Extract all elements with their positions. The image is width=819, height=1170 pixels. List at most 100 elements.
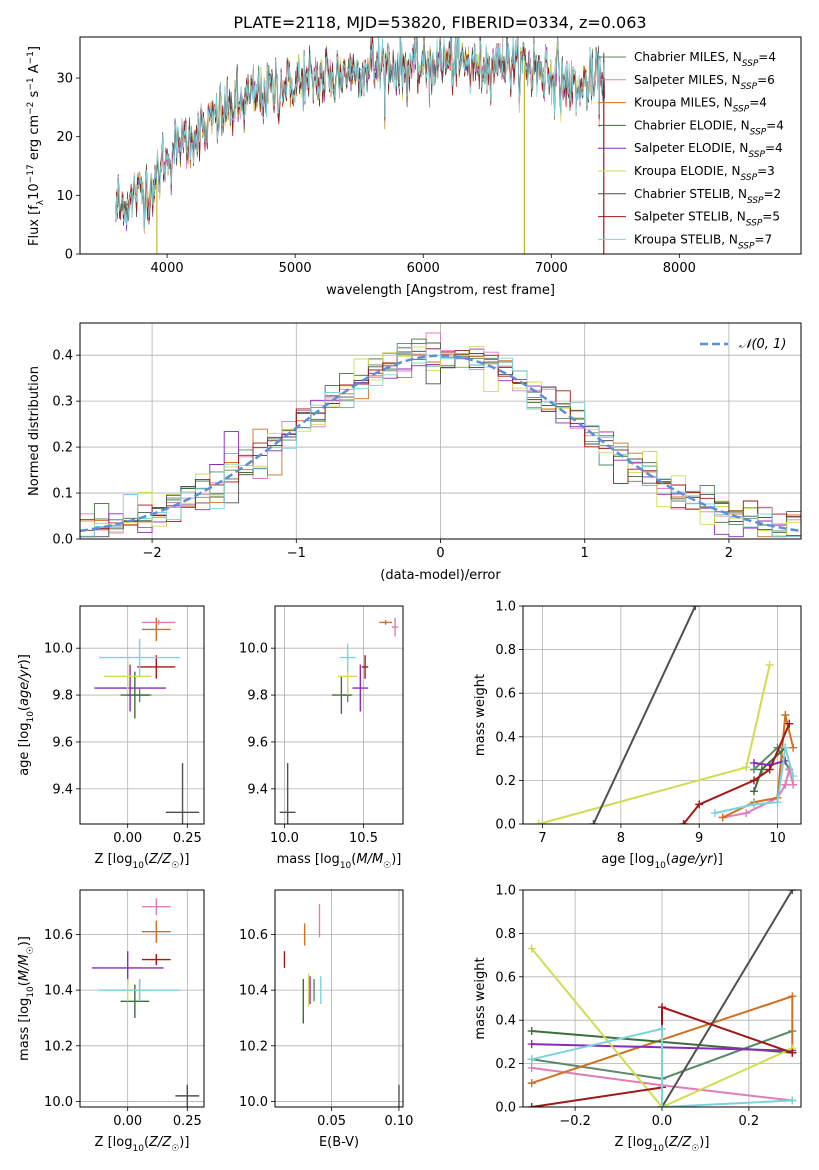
x-tick-label: 0.00	[113, 831, 142, 846]
y-tick-label: 10.6	[44, 928, 73, 943]
weight-marker	[789, 743, 798, 752]
weight-marker	[757, 765, 766, 774]
y-axis-label: Flux [fλ10−17 erg cm−2 s−1 A−1]	[26, 46, 46, 246]
x-tick-label: 10	[769, 831, 786, 846]
axes-frame	[522, 889, 802, 1108]
y-tick-label: 9.4	[247, 782, 268, 797]
x-tick-label: 8	[617, 831, 625, 846]
x-tick-label: 9	[695, 831, 703, 846]
y-tick-label: 10.6	[239, 928, 268, 943]
errorbar-point	[142, 898, 171, 916]
weight-marker	[781, 743, 790, 752]
panel-5: 7 8 9 10 0.0 0.2 0.4 0.6 0.8 1.0 age [log10(age/yr…	[473, 600, 802, 871]
y-tick-label: 0.1	[52, 487, 73, 502]
legend-label: Salpeter ELODIE, NSSP=4	[634, 141, 783, 160]
spectrum-line-9	[115, 37, 605, 228]
errorbar-point	[142, 617, 171, 642]
legend-label: Kroupa MILES, NSSP=4	[634, 96, 767, 115]
y-tick-label: 9.6	[247, 735, 268, 750]
panel-6: 0.00 0.25 10.0 10.2 10.4 10.6 Z [log10(Z/Z☉)] m…	[17, 889, 205, 1154]
axes-frame	[522, 605, 802, 825]
weight-line-6	[530, 947, 793, 1107]
y-tick-label: 0.2	[495, 774, 516, 789]
x-axis-label: E(B-V)	[319, 1135, 359, 1150]
y-tick-label: 9.4	[52, 782, 73, 797]
legend-label: 𝒩(0, 1)	[739, 337, 786, 352]
errorbar-point	[279, 763, 296, 824]
plot-area	[80, 606, 204, 824]
weight-marker	[527, 1079, 536, 1088]
axes-frame	[79, 322, 802, 540]
errorbar-point	[175, 1084, 200, 1107]
weight-marker	[527, 944, 536, 953]
legend-label: Salpeter STELIB, NSSP=5	[634, 210, 780, 229]
y-tick-label: 10.0	[239, 1095, 268, 1110]
x-tick-label: 2	[725, 546, 733, 561]
errorbar-point	[120, 671, 150, 719]
y-tick-label: 1.0	[495, 600, 516, 615]
plot-area	[80, 890, 204, 1107]
errorbar-point	[142, 953, 171, 966]
weight-marker	[679, 820, 688, 824]
y-tick-label: 10	[56, 189, 73, 204]
y-tick-label: 0.0	[495, 818, 516, 833]
y-axis-label: mass [log10(M/M☉)]	[17, 936, 36, 1061]
spectrum-legend: Chabrier MILES, NSSP=4 Salpeter MILES, NS…	[598, 50, 784, 251]
x-axis-label: wavelength [Angstrom, rest frame]	[326, 283, 555, 298]
weight-marker	[788, 890, 797, 894]
y-tick-label: 10.2	[44, 1039, 73, 1054]
x-tick-label: 0.25	[173, 1114, 202, 1129]
axes-frame	[274, 889, 404, 1108]
weight-marker	[789, 780, 798, 789]
x-tick-label: 0	[436, 546, 444, 561]
weight-marker	[765, 765, 774, 774]
errorbar-point	[361, 655, 369, 679]
y-tick-label: 0.8	[495, 927, 516, 942]
panel-4: 10.0 10.5 9.4 9.6 9.8 10.0 mass [log10(M/M☉)]	[239, 605, 404, 871]
y-tick-label: 0.8	[495, 643, 516, 658]
x-tick-label: −1	[287, 546, 306, 561]
weight-marker	[788, 992, 797, 1001]
x-tick-label: 5000	[279, 261, 312, 276]
plot-area	[523, 890, 801, 1107]
y-tick-label: 30	[56, 72, 73, 87]
weight-marker	[742, 809, 751, 818]
panel-3: 0.00 0.25 9.4 9.6 9.8 10.0 Z [log10(Z/Z☉)] age …	[17, 605, 205, 871]
y-tick-label: 0.6	[495, 970, 516, 985]
panel-2: −2 −1 0 1 2 0.0 0.1 0.2 0.3 0.4 𝒩(0, 1) (data-model…	[27, 322, 802, 583]
plot-area	[523, 606, 801, 824]
axes-frame	[79, 889, 205, 1108]
y-tick-label: 9.6	[52, 735, 73, 750]
weight-marker	[658, 1003, 666, 1012]
x-tick-label: 10.5	[349, 831, 378, 846]
histogram-series-9	[80, 346, 801, 539]
y-tick-label: 0.4	[52, 349, 73, 364]
y-tick-label: 0.2	[495, 1057, 516, 1072]
weight-marker	[750, 787, 759, 796]
panel-1: 4000 5000 6000 7000 8000 0 10 20 30 wavelength [A…	[26, 36, 802, 298]
y-tick-label: 20	[56, 130, 73, 145]
x-axis-label: Z [log10(Z/Z☉)]	[95, 1135, 190, 1154]
y-tick-label: 10.0	[44, 642, 73, 657]
axes-frame	[79, 605, 205, 825]
weight-marker	[527, 1063, 536, 1072]
legend-label: Chabrier ELODIE, NSSP=4	[634, 118, 784, 137]
weight-marker	[527, 1027, 536, 1036]
y-tick-label: 10.2	[239, 1039, 268, 1054]
weight-marker	[785, 719, 794, 728]
errorbar-point	[137, 655, 176, 679]
weight-marker	[750, 758, 759, 767]
y-tick-label: 10.4	[44, 984, 73, 999]
weight-marker	[781, 780, 790, 789]
weight-marker	[781, 711, 790, 719]
y-tick-label: 10.0	[239, 642, 268, 657]
plot-area	[275, 606, 403, 824]
x-tick-label: 10.0	[270, 831, 299, 846]
weight-marker	[718, 813, 727, 822]
weight-line-7	[661, 890, 794, 1107]
weight-marker	[527, 1103, 536, 1107]
y-tick-label: 9.8	[247, 689, 268, 704]
y-tick-label: 0.4	[495, 1014, 516, 1029]
x-axis-label: Z [log10(Z/Z☉)]	[95, 852, 190, 871]
y-tick-label: 1.0	[495, 884, 516, 899]
